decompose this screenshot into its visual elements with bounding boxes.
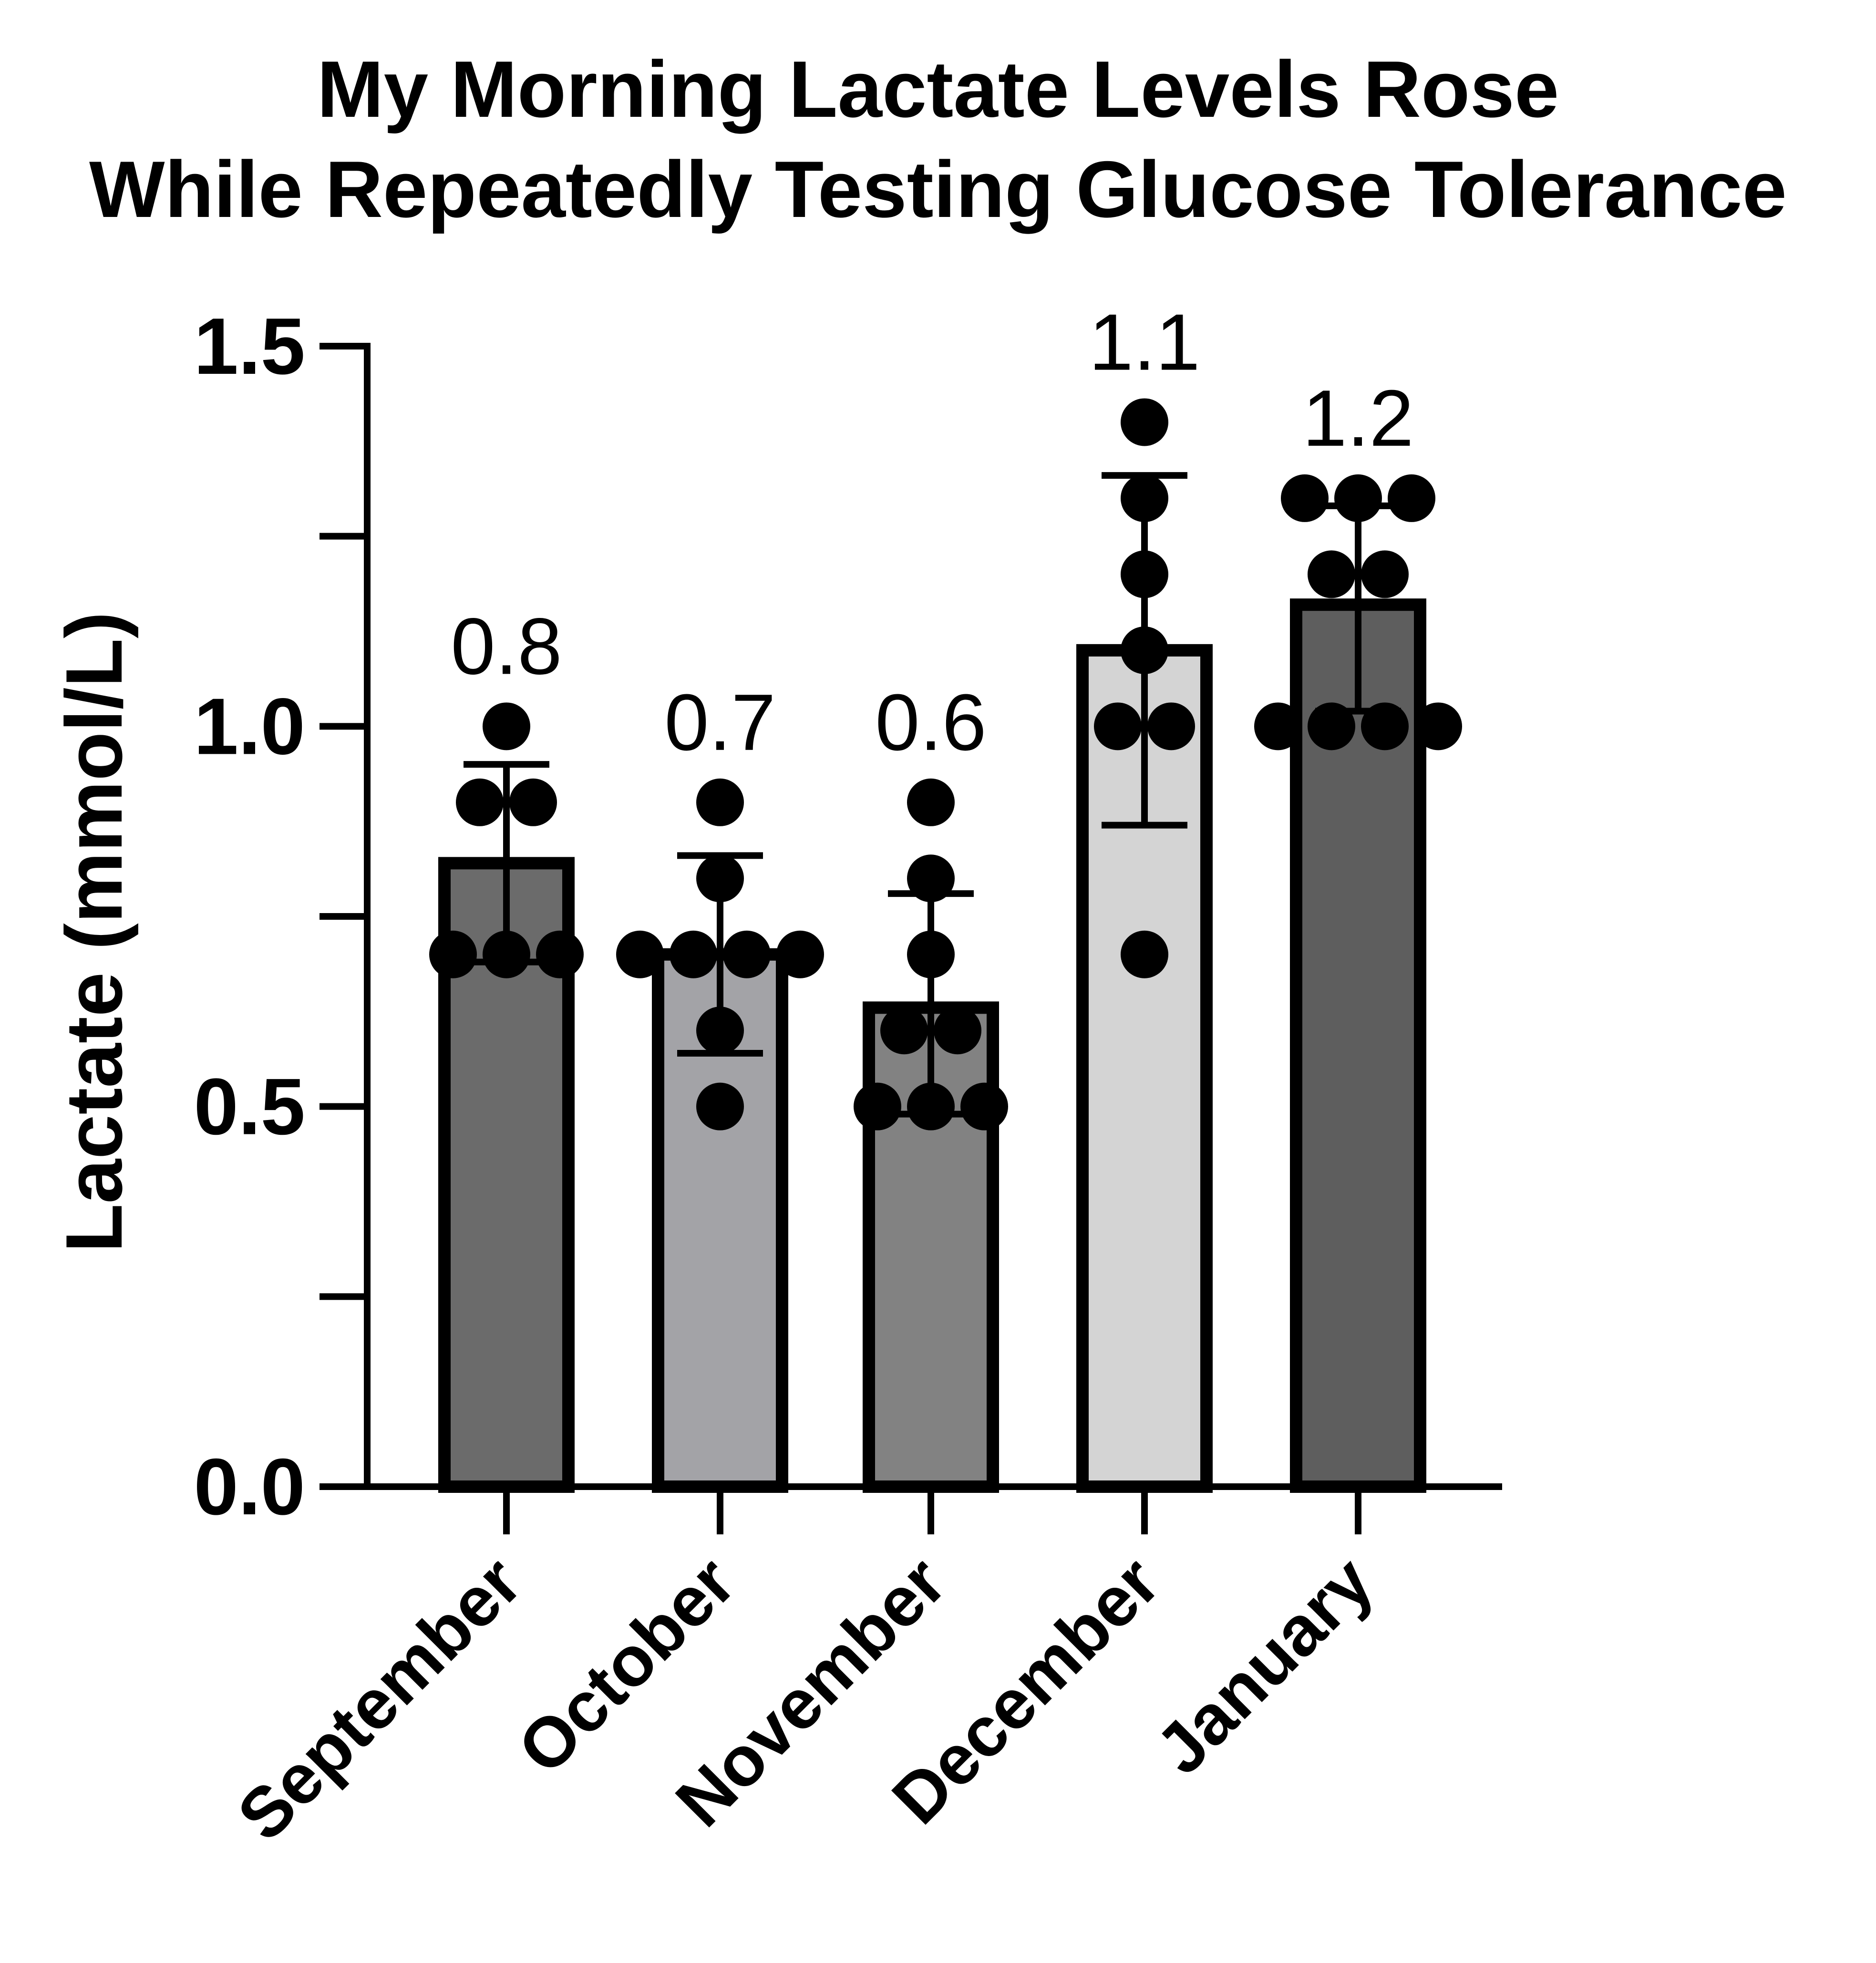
data-point [1308,702,1355,750]
y-tick-label: 1.0 [194,681,305,771]
data-point [483,930,530,978]
data-point [696,854,744,903]
data-point [536,930,584,978]
y-tick-label: 0.0 [194,1442,305,1531]
data-point [670,930,717,978]
data-point [1388,474,1435,522]
data-point [1334,474,1382,522]
bar-value-label: 1.1 [1089,297,1200,387]
x-tick-label-january: January [1141,1542,1388,1789]
data-point [1414,702,1462,750]
data-point [854,1082,901,1131]
data-point [696,778,744,826]
y-axis-label: Lactate (mmol/L) [49,612,139,1253]
y-tick-label: 1.5 [194,301,305,391]
data-point [1121,626,1168,674]
data-point [696,1082,744,1131]
data-point [1121,930,1168,978]
plot-area: 0.80.7 0.61.11.20.00.51.01.5SeptemberOcto… [194,297,1502,1856]
data-point [1121,398,1168,446]
data-point [1254,702,1302,750]
data-point [723,930,771,978]
data-point [1094,702,1142,750]
data-point [907,930,955,978]
data-point [907,854,955,903]
data-point [1121,474,1168,522]
x-tick-label-september: September [223,1542,536,1856]
data-point [776,930,824,978]
bar-value-label: 1.2 [1302,373,1414,463]
data-point [509,778,557,826]
data-point [456,778,504,826]
data-point [616,930,664,978]
chart-title-line-2: While Repeatedly Testing Glucose Toleran… [89,144,1787,234]
data-point [1281,474,1329,522]
data-point [907,778,955,826]
data-point [1361,550,1409,598]
data-point [1147,702,1195,750]
chart-title-line-1: My Morning Lactate Levels Rose [317,44,1559,134]
bar-december [1076,644,1213,1493]
bar-value-label: 0.7 [664,678,776,767]
data-point [429,930,477,978]
data-point [1361,702,1409,750]
data-point [483,702,530,750]
data-point [907,1082,955,1131]
data-point [696,1007,744,1055]
data-point [880,1007,928,1055]
bar-value-label: 0.6 [875,678,987,767]
data-point [1308,550,1355,598]
bar-value-label: 0.8 [451,601,562,691]
data-point [934,1007,981,1055]
data-point [1121,550,1168,598]
y-tick-label: 0.5 [194,1062,305,1151]
data-point [960,1082,1008,1131]
